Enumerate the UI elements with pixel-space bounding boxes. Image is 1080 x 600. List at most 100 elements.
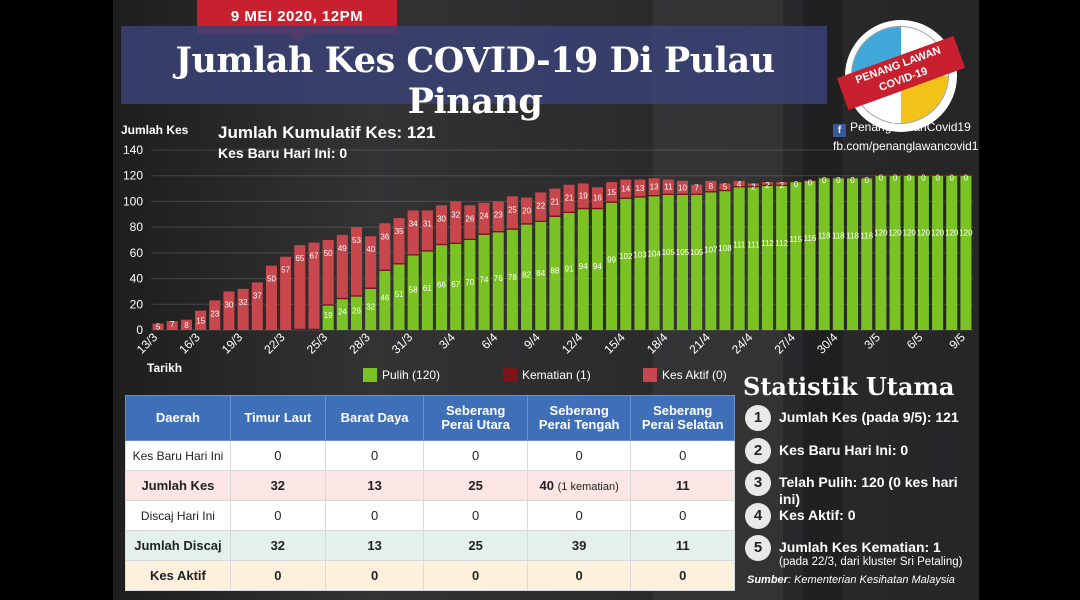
bar-active [464,205,476,239]
bar-death [350,295,363,297]
x-tick-label: 19/3 [219,330,246,357]
data-label-recovered: 102 [619,252,633,261]
bar-recovered [875,175,887,330]
row-label-jumlah-kes: Jumlah Kes [125,470,231,501]
table-header-spu: Seberang Perai Utara [423,395,528,441]
bar-active [577,183,589,208]
bar-recovered [365,288,377,330]
bar-active [478,202,490,234]
y-tick-label: 120 [123,169,143,183]
data-label-recovered: 105 [690,248,704,257]
bar-death [379,269,391,271]
bar-active [634,179,646,197]
data-label-active: 32 [451,210,460,219]
data-label-recovered: 120 [931,229,945,238]
bar-active [733,180,745,186]
x-tick-label: 18/4 [644,330,671,357]
bar-death [832,177,844,179]
bar-active [662,179,674,194]
bar-death [847,177,859,179]
bar-recovered [861,178,873,330]
data-label-active: 0 [921,173,926,182]
bar-recovered [917,175,929,330]
bar-active [265,265,277,330]
facebook-url[interactable]: fb.com/penanglawancovid19 [833,139,979,153]
data-label-recovered: 99 [607,256,616,265]
data-label-active: 0 [964,173,969,182]
bar-death [549,215,561,217]
data-label-active: 53 [352,236,361,245]
data-label-active: 31 [423,219,432,228]
bar-active [591,187,603,208]
bar-active [166,321,178,330]
bar-recovered [393,264,405,330]
bar-death [634,196,646,198]
data-label-active: 36 [380,232,389,241]
data-label-recovered: 26 [352,306,361,315]
bar-active [492,201,504,231]
table-cell: 0 [630,440,735,471]
bar-active [506,196,518,229]
chart-legend: Pulih (120) Kematian (1) Kes Aktif (0) [363,368,883,386]
data-label-active: 0 [893,173,898,182]
data-label-active: 0 [808,179,813,188]
x-tick-label: 27/4 [772,330,799,357]
bar-recovered [577,209,589,330]
bar-active [280,256,292,330]
bar-recovered [691,195,703,330]
data-label-recovered: 88 [550,266,559,275]
stat-item-3: 3 Telah Pulih: 120 (0 kes hari ini) [745,470,979,508]
infographic-poster: 9 MEI 2020, 12PM Jumlah Kes COVID-19 Di … [113,0,979,600]
bar-death [393,263,405,265]
table-header-row: Daerah Timur Laut Barat Daya Seberang Pe… [125,395,735,441]
bar-death [804,179,816,181]
bar-death [492,231,504,233]
table-cell: 0 [229,560,326,591]
x-tick-label: 31/3 [389,330,416,357]
data-label-active: 67 [310,252,319,261]
bar-death [676,193,688,195]
data-label-recovered: 120 [917,229,931,238]
y-tick-label: 80 [130,220,144,234]
bar-active [379,223,391,270]
stat-number: 1 [745,405,771,431]
data-label-recovered: 76 [494,274,503,283]
data-label-active: 19 [579,192,588,201]
bar-recovered [818,178,830,330]
table-header-sps: Seberang Perai Selatan [630,395,735,441]
facebook-page-name[interactable]: PenangLawanCovid19 [850,120,971,134]
bar-active [563,184,575,212]
table-cell: 39 [526,530,632,561]
legend-item-recovered: Pulih (120) [363,368,440,382]
data-label-active: 0 [879,173,884,182]
bar-active [350,227,363,296]
data-label-active: 0 [794,180,799,189]
stat-number: 2 [745,438,771,464]
data-label-recovered: 82 [522,270,531,279]
bar-death [747,186,759,188]
bar-recovered [336,299,348,330]
data-label-active: 50 [324,249,333,258]
table-cell: 0 [526,440,632,471]
stat-text: Telah Pulih: 120 (0 kes hari ini) [779,474,958,507]
x-tick-label: 21/4 [687,330,714,357]
data-label-recovered: 94 [593,262,602,271]
data-label-recovered: 104 [647,249,661,258]
data-label-active: 24 [480,212,489,221]
bar-active [761,182,774,185]
table-cell: 0 [423,500,528,531]
facebook-icon: f [833,124,846,137]
bar-death [889,174,901,176]
bar-active [195,310,207,330]
data-label-active: 23 [494,210,503,219]
x-tick-label: 9/5 [946,330,968,352]
table-cell: 0 [630,560,735,591]
bar-death [932,174,944,176]
stat-text: Jumlah Kes Kematian: 1 [779,539,941,555]
data-label-active: 0 [850,176,855,185]
data-label-recovered: 67 [451,280,460,289]
data-label-active: 8 [709,182,714,191]
bar-active [180,319,192,330]
bar-recovered [322,305,334,330]
source-text: : Kementerian Kesihatan Malaysia [787,574,955,586]
